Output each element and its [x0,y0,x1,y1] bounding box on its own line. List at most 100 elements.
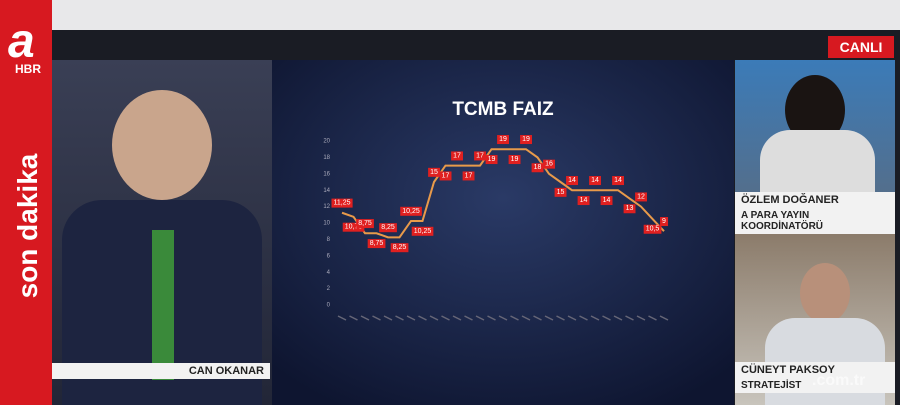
value-label: 16 [545,161,553,168]
y-tick-label: 0 [327,303,331,309]
value-label-box [660,217,669,227]
value-label-box [451,151,463,161]
value-label: 17 [476,152,484,159]
ticker-strip: a HBR son dakika [0,0,52,405]
x-tick [395,315,404,321]
value-label-box [411,226,434,236]
value-label: 14 [614,177,622,184]
value-label: 10,5 [646,226,660,233]
value-label-box [390,243,409,253]
value-label: 9 [662,218,666,225]
x-tick [521,315,531,321]
value-label: 17 [442,172,450,179]
value-label-box [589,176,601,186]
value-label: 15 [557,189,565,196]
x-tick [590,315,600,321]
value-label: 10,75 [345,224,363,231]
value-label-box [439,171,452,181]
x-tick [349,315,358,321]
host-name: CAN OKANAR [52,363,270,379]
value-label-box [400,206,422,216]
live-badge: CANLI [828,36,894,58]
guest-role: A PARA YAYIN KOORDİNATÖRÜ [735,208,895,234]
chart-title: TCMB FAIZ [452,99,554,120]
x-tick [418,315,427,321]
value-label-box [367,239,386,249]
value-label: 8,25 [393,244,407,251]
studio-video [52,60,272,405]
y-tick-label: 8 [327,237,331,243]
x-tick [360,315,370,321]
value-label-box [342,222,365,232]
value-label: 17 [465,172,473,179]
x-tick [429,315,439,321]
value-label-box [497,135,509,145]
value-label: 14 [603,197,611,204]
x-tick [510,315,519,321]
x-tick [372,315,381,321]
value-label-box [566,176,578,186]
value-label-box [462,171,475,181]
value-label-box [485,155,498,165]
x-tick [544,315,554,321]
value-label: 13 [626,205,634,212]
value-label: 19 [499,136,507,143]
y-tick-label: 12 [323,204,330,210]
value-label: 14 [580,197,588,204]
y-tick-label: 2 [327,286,331,292]
x-tick [487,315,496,321]
y-tick-label: 18 [323,155,330,161]
value-label: 8,75 [370,240,384,247]
guest-role: STRATEJİST [735,378,895,393]
x-tick [602,315,611,321]
value-label: 8,25 [381,224,395,231]
value-label-box [635,192,647,202]
watermark: .com.tr [812,372,866,389]
value-label: 18 [534,164,542,171]
x-tick [498,315,508,321]
value-label: 19 [522,136,530,143]
x-tick [533,315,542,321]
value-label: 14 [568,177,576,184]
value-label-box [554,187,567,197]
x-tick [648,315,657,321]
value-label-box [379,223,397,233]
x-tick [613,315,623,321]
value-label-box [508,155,521,165]
x-tick [441,315,450,321]
value-label: 14 [591,177,599,184]
x-tick [567,315,577,321]
value-label-box [577,196,590,206]
value-label: 12 [637,193,645,200]
value-label: 17 [453,152,461,159]
y-tick-label: 4 [327,270,331,276]
value-label-box [428,167,440,177]
value-label: 19 [511,156,519,163]
x-tick [579,315,588,321]
value-label: 8,75 [358,220,372,227]
y-tick-label: 14 [323,188,330,194]
value-label-box [331,198,353,208]
value-label-box [623,204,636,214]
value-label-box [612,176,624,186]
value-label-box [531,163,544,173]
y-tick-label: 20 [323,139,330,145]
x-tick [636,315,646,321]
x-tick [464,315,473,321]
x-tick [659,315,669,321]
top-bar [52,0,900,30]
logo-sub: HBR [15,62,41,76]
x-tick [625,315,634,321]
value-label: 15 [430,169,438,176]
logo-mark: a [8,15,35,68]
x-tick [475,315,485,321]
value-label-box [520,135,532,145]
y-tick-label: 10 [323,221,330,227]
value-label-box [474,151,486,161]
ticker-text: son dakika [12,153,43,299]
value-label: 10,25 [402,208,420,215]
x-tick [556,315,565,321]
value-label: 10,25 [414,228,432,235]
guest-name: ÖZLEM DOĞANER [735,192,895,208]
